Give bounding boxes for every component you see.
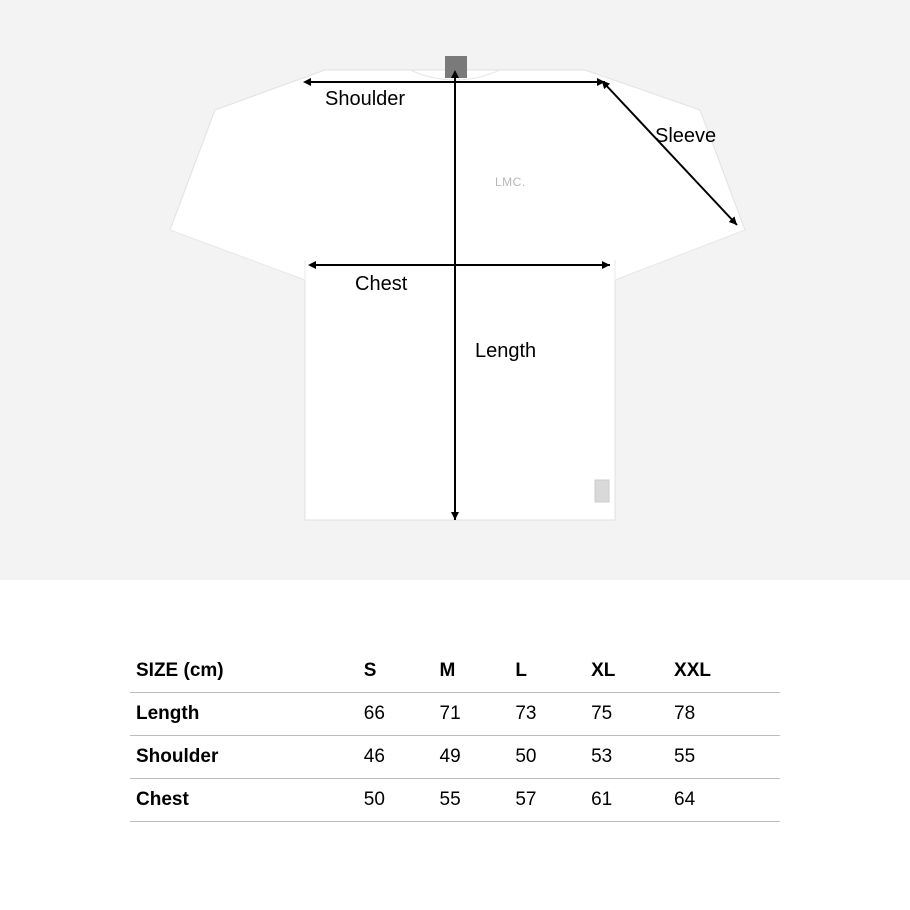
- size-table-area: SIZE (cm) S M L XL XXL Length 66 71 73 7…: [0, 580, 910, 822]
- cell: 71: [434, 693, 510, 736]
- length-label: Length: [475, 340, 536, 363]
- row-chest-label: Chest: [130, 779, 358, 822]
- table-row: Shoulder 46 49 50 53 55: [130, 736, 780, 779]
- table-row: Chest 50 55 57 61 64: [130, 779, 780, 822]
- table-row: Length 66 71 73 75 78: [130, 693, 780, 736]
- shoulder-label: Shoulder: [325, 88, 405, 111]
- table-header-row: SIZE (cm) S M L XL XXL: [130, 650, 780, 693]
- cell: 57: [509, 779, 585, 822]
- cell: 61: [585, 779, 668, 822]
- size-header: SIZE (cm): [130, 650, 358, 693]
- cell: 73: [509, 693, 585, 736]
- row-shoulder-label: Shoulder: [130, 736, 358, 779]
- cell: 49: [434, 736, 510, 779]
- col-m: M: [434, 650, 510, 693]
- cell: 55: [668, 736, 780, 779]
- measurement-arrows: [155, 30, 755, 550]
- size-table: SIZE (cm) S M L XL XXL Length 66 71 73 7…: [130, 650, 780, 822]
- row-length-label: Length: [130, 693, 358, 736]
- cell: 53: [585, 736, 668, 779]
- sleeve-label: Sleeve: [655, 125, 716, 148]
- size-diagram-area: Shoulder Sleeve Chest Length LMC.: [0, 0, 910, 580]
- cell: 78: [668, 693, 780, 736]
- cell: 66: [358, 693, 434, 736]
- cell: 50: [358, 779, 434, 822]
- cell: 50: [509, 736, 585, 779]
- brand-label: LMC.: [495, 175, 526, 189]
- col-xxl: XXL: [668, 650, 780, 693]
- tshirt-container: Shoulder Sleeve Chest Length LMC.: [155, 30, 755, 550]
- chest-label: Chest: [355, 273, 407, 296]
- col-l: L: [509, 650, 585, 693]
- cell: 46: [358, 736, 434, 779]
- cell: 75: [585, 693, 668, 736]
- cell: 64: [668, 779, 780, 822]
- col-xl: XL: [585, 650, 668, 693]
- col-s: S: [358, 650, 434, 693]
- cell: 55: [434, 779, 510, 822]
